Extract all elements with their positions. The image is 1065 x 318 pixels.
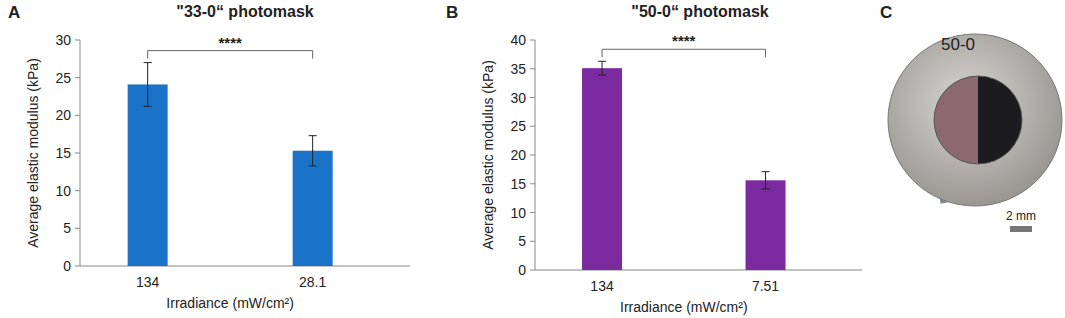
x-tick-label: 134 (136, 274, 160, 290)
significance-bracket (602, 49, 766, 57)
x-tick-label: 134 (590, 278, 614, 294)
y-tick-label: 10 (55, 183, 71, 199)
chart-a: A "33-0“ photomask 0 5 10 15 20 25 30 Average ela… (8, 3, 410, 311)
error-bar (598, 61, 606, 75)
y-axis-label: Average elastic modulus (kPa) (25, 58, 41, 248)
mask-label: 50-0 (941, 35, 975, 54)
error-line (602, 61, 603, 75)
mask-opaque-half (978, 76, 1022, 164)
error-cap (762, 171, 770, 172)
y-tick (530, 97, 535, 98)
y-tick (75, 266, 80, 267)
y-tick (530, 126, 535, 127)
y-tick (75, 115, 80, 116)
panel-label: B (446, 3, 458, 22)
y-tick-label: 20 (55, 107, 71, 123)
y-tick (530, 155, 535, 156)
y-tick (530, 212, 535, 213)
y-tick-label: 30 (55, 32, 71, 48)
y-tick-label: 20 (510, 147, 526, 163)
bar (582, 68, 622, 270)
chart-title: "50-0“ photomask (631, 3, 769, 20)
error-cap (762, 188, 770, 189)
photo-panel: C 50-0 2 mm (880, 3, 1062, 232)
y-tick-label: 35 (510, 61, 526, 77)
y-tick (75, 40, 80, 41)
y-tick-label: 5 (63, 220, 71, 236)
significance-bracket (148, 51, 313, 59)
panel-label: A (8, 3, 20, 22)
error-cap (144, 106, 152, 107)
y-tick (530, 270, 535, 271)
chart-b: B "50-0“ photomask 0 5 10 15 20 25 30 35 40 Average… (446, 3, 862, 315)
error-cap (309, 165, 317, 166)
error-cap (598, 61, 606, 62)
y-tick-label: 15 (510, 176, 526, 192)
error-line (147, 63, 148, 107)
error-bar (144, 63, 152, 107)
x-tick-label: 28.1 (299, 274, 326, 290)
error-cap (598, 75, 606, 76)
y-tick-label: 25 (55, 70, 71, 86)
error-bar (309, 136, 317, 166)
y-tick-label: 0 (63, 258, 71, 274)
y-tick (530, 40, 535, 41)
x-axis-label: Irradiance (mW/cm²) (620, 299, 748, 315)
error-line (765, 172, 766, 189)
scale-bar (1010, 226, 1032, 232)
significance-label: **** (218, 34, 242, 51)
y-tick-label: 30 (510, 90, 526, 106)
y-tick-label: 10 (510, 205, 526, 221)
bar (128, 84, 168, 266)
panel-label: C (880, 3, 892, 22)
y-tick-label: 40 (510, 32, 526, 48)
y-tick (530, 241, 535, 242)
y-tick-label: 25 (510, 118, 526, 134)
y-tick (530, 68, 535, 69)
bar (293, 151, 333, 266)
x-axis-label: Irradiance (mW/cm²) (166, 295, 294, 311)
bar (746, 180, 786, 270)
x-tick-label: 7.51 (752, 278, 779, 294)
figure: A "33-0“ photomask 0 5 10 15 20 25 30 Average ela… (0, 0, 1065, 318)
y-tick (75, 153, 80, 154)
mask-clear-half (934, 76, 978, 164)
mask-window (934, 76, 1022, 164)
y-axis-label: Average elastic modulus (kPa) (480, 60, 496, 250)
error-cap (309, 135, 317, 136)
y-tick (530, 183, 535, 184)
chart-title: "33-0“ photomask (176, 3, 314, 20)
significance-label: **** (672, 32, 696, 49)
scale-bar-label: 2 mm (1006, 209, 1036, 223)
mask-disk (888, 34, 1062, 206)
error-line (312, 136, 313, 166)
y-tick (75, 77, 80, 78)
error-cap (144, 62, 152, 63)
y-tick-label: 0 (518, 262, 526, 278)
y-tick (75, 228, 80, 229)
marks (128, 63, 333, 266)
y-tick-label: 15 (55, 145, 71, 161)
error-bar (762, 172, 770, 189)
y-tick (75, 190, 80, 191)
y-tick-label: 5 (518, 233, 526, 249)
marks (582, 61, 786, 270)
